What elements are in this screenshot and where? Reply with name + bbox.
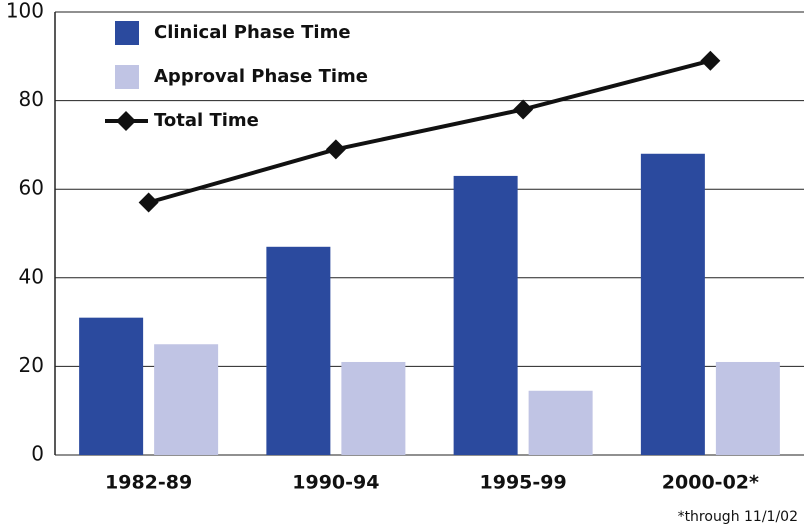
x-tick-label: 1990-94	[292, 472, 379, 494]
x-tick-label: 1995-99	[480, 472, 567, 494]
bar	[154, 344, 219, 455]
y-tick-label: 60	[19, 176, 44, 200]
legend-label: Approval Phase Time	[154, 66, 368, 87]
bar	[266, 246, 331, 455]
y-tick-label: 20	[19, 353, 44, 377]
bar	[341, 361, 406, 455]
legend-label: Total Time	[154, 110, 259, 131]
x-tick-label: 1982-89	[105, 472, 192, 494]
line-marker	[513, 99, 534, 120]
legend-marker	[116, 111, 136, 131]
line-series	[148, 58, 711, 205]
footnote: *through 11/1/02	[678, 509, 798, 525]
line-marker	[325, 139, 346, 160]
bar	[528, 390, 593, 455]
line-marker	[138, 192, 159, 213]
y-tick-label: 0	[31, 442, 44, 466]
legend-swatch	[115, 21, 139, 45]
bar	[715, 361, 780, 455]
y-tick-label: 40	[19, 264, 44, 288]
legend-swatch	[115, 65, 139, 89]
y-tick-label: 100	[6, 0, 44, 23]
bar	[79, 317, 144, 455]
line-marker	[700, 50, 721, 71]
y-tick-label: 80	[19, 87, 44, 111]
bar	[640, 153, 705, 455]
bar	[453, 175, 518, 455]
x-tick-label: 2000-02*	[662, 472, 759, 494]
legend-label: Clinical Phase Time	[154, 22, 351, 43]
